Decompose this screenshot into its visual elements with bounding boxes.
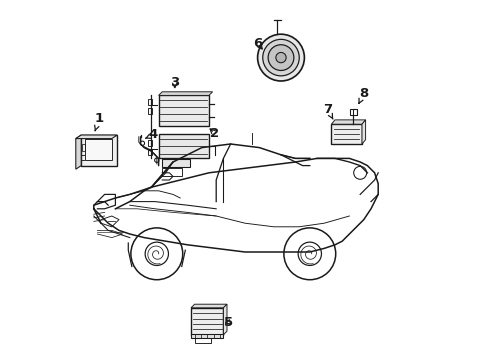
- Bar: [350, 109, 357, 115]
- Bar: [162, 168, 182, 176]
- Circle shape: [258, 34, 304, 81]
- Text: 3: 3: [170, 76, 179, 89]
- Text: 7: 7: [323, 103, 333, 119]
- Circle shape: [276, 53, 286, 63]
- Circle shape: [263, 39, 299, 76]
- Polygon shape: [76, 135, 117, 139]
- Text: 5: 5: [224, 316, 233, 329]
- Bar: [195, 338, 211, 343]
- Bar: [159, 134, 209, 158]
- Polygon shape: [159, 92, 213, 95]
- Bar: [162, 159, 190, 167]
- Bar: [191, 308, 223, 335]
- Bar: [81, 135, 117, 166]
- Polygon shape: [223, 304, 227, 335]
- Text: 2: 2: [210, 127, 219, 140]
- Circle shape: [268, 45, 294, 71]
- Text: 8: 8: [359, 87, 368, 103]
- Text: 6: 6: [253, 37, 262, 50]
- Bar: [85, 139, 112, 160]
- Bar: [148, 99, 152, 104]
- Bar: [331, 124, 362, 144]
- Polygon shape: [191, 304, 227, 308]
- Bar: [148, 108, 152, 114]
- Bar: [82, 144, 85, 151]
- Text: 4: 4: [146, 129, 158, 141]
- Text: 1: 1: [95, 112, 104, 131]
- Bar: [159, 95, 209, 126]
- Polygon shape: [362, 120, 366, 144]
- Bar: [191, 334, 223, 338]
- Bar: [148, 140, 152, 145]
- Bar: [148, 149, 152, 155]
- Polygon shape: [76, 135, 81, 169]
- Polygon shape: [331, 120, 366, 124]
